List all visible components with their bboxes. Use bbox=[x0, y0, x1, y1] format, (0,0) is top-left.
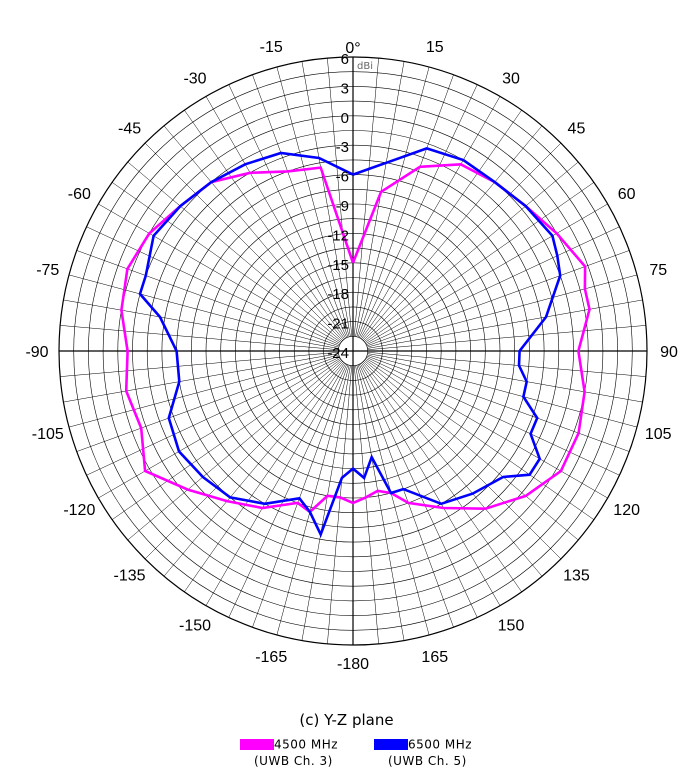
legend-item-6500: 6500 MHz (UWB Ch. 5) bbox=[374, 737, 472, 768]
legend-sublabel: (UWB Ch. 5) bbox=[388, 754, 472, 768]
angle-tick-label: 30 bbox=[502, 70, 520, 87]
angle-tick-label: 135 bbox=[563, 567, 590, 584]
angle-tick-label: -165 bbox=[255, 649, 287, 666]
angle-tick-label: -90 bbox=[25, 344, 48, 361]
angle-tick-label: -135 bbox=[114, 567, 146, 584]
angle-tick-label: 15 bbox=[426, 39, 444, 56]
radial-tick-label: -3 bbox=[336, 139, 349, 156]
radial-tick-label: -18 bbox=[327, 286, 349, 303]
legend-label: 4500 MHz bbox=[274, 738, 338, 752]
legend-sublabel: (UWB Ch. 3) bbox=[254, 754, 338, 768]
radial-tick-label: -24 bbox=[327, 345, 349, 362]
legend: 4500 MHz (UWB Ch. 3) 6500 MHz (UWB Ch. 5… bbox=[0, 737, 693, 782]
angle-tick-label: 105 bbox=[645, 426, 672, 443]
radial-unit-label: dBi bbox=[357, 61, 373, 72]
angle-tick-label: 120 bbox=[613, 502, 640, 519]
legend-swatch-blue bbox=[374, 739, 408, 750]
polar-grid bbox=[59, 57, 647, 645]
angle-tick-label: -30 bbox=[183, 70, 206, 87]
angle-tick-label: 90 bbox=[660, 344, 678, 361]
angle-tick-label: 165 bbox=[421, 649, 448, 666]
angle-tick-label: 150 bbox=[498, 618, 525, 635]
radial-tick-label: 3 bbox=[341, 80, 349, 97]
angle-tick-label: -60 bbox=[68, 186, 91, 203]
radial-tick-label: -9 bbox=[336, 198, 349, 215]
angle-tick-label: -75 bbox=[36, 262, 59, 279]
angle-tick-label: -150 bbox=[179, 618, 211, 635]
chart-caption: (c) Y-Z plane bbox=[0, 711, 693, 729]
angle-tick-label: -105 bbox=[32, 426, 64, 443]
angle-tick-label: -45 bbox=[118, 121, 141, 138]
radial-tick-label: -15 bbox=[327, 257, 349, 274]
radial-tick-label: 0 bbox=[341, 110, 349, 127]
radial-tick-label: -21 bbox=[327, 316, 349, 333]
legend-item-4500: 4500 MHz (UWB Ch. 3) bbox=[240, 737, 338, 768]
angle-tick-label: -180 bbox=[337, 656, 369, 673]
radial-tick-label: -6 bbox=[336, 169, 349, 186]
angle-tick-label: -15 bbox=[260, 39, 283, 56]
angle-tick-label: 45 bbox=[568, 121, 586, 138]
angle-tick-label: 60 bbox=[618, 186, 636, 203]
angle-tick-label: 0° bbox=[345, 40, 360, 57]
legend-swatch-magenta bbox=[240, 739, 274, 750]
angle-tick-label: 75 bbox=[649, 262, 667, 279]
radial-tick-label: -12 bbox=[327, 227, 349, 244]
angle-tick-label: -120 bbox=[63, 502, 95, 519]
legend-label: 6500 MHz bbox=[408, 738, 472, 752]
